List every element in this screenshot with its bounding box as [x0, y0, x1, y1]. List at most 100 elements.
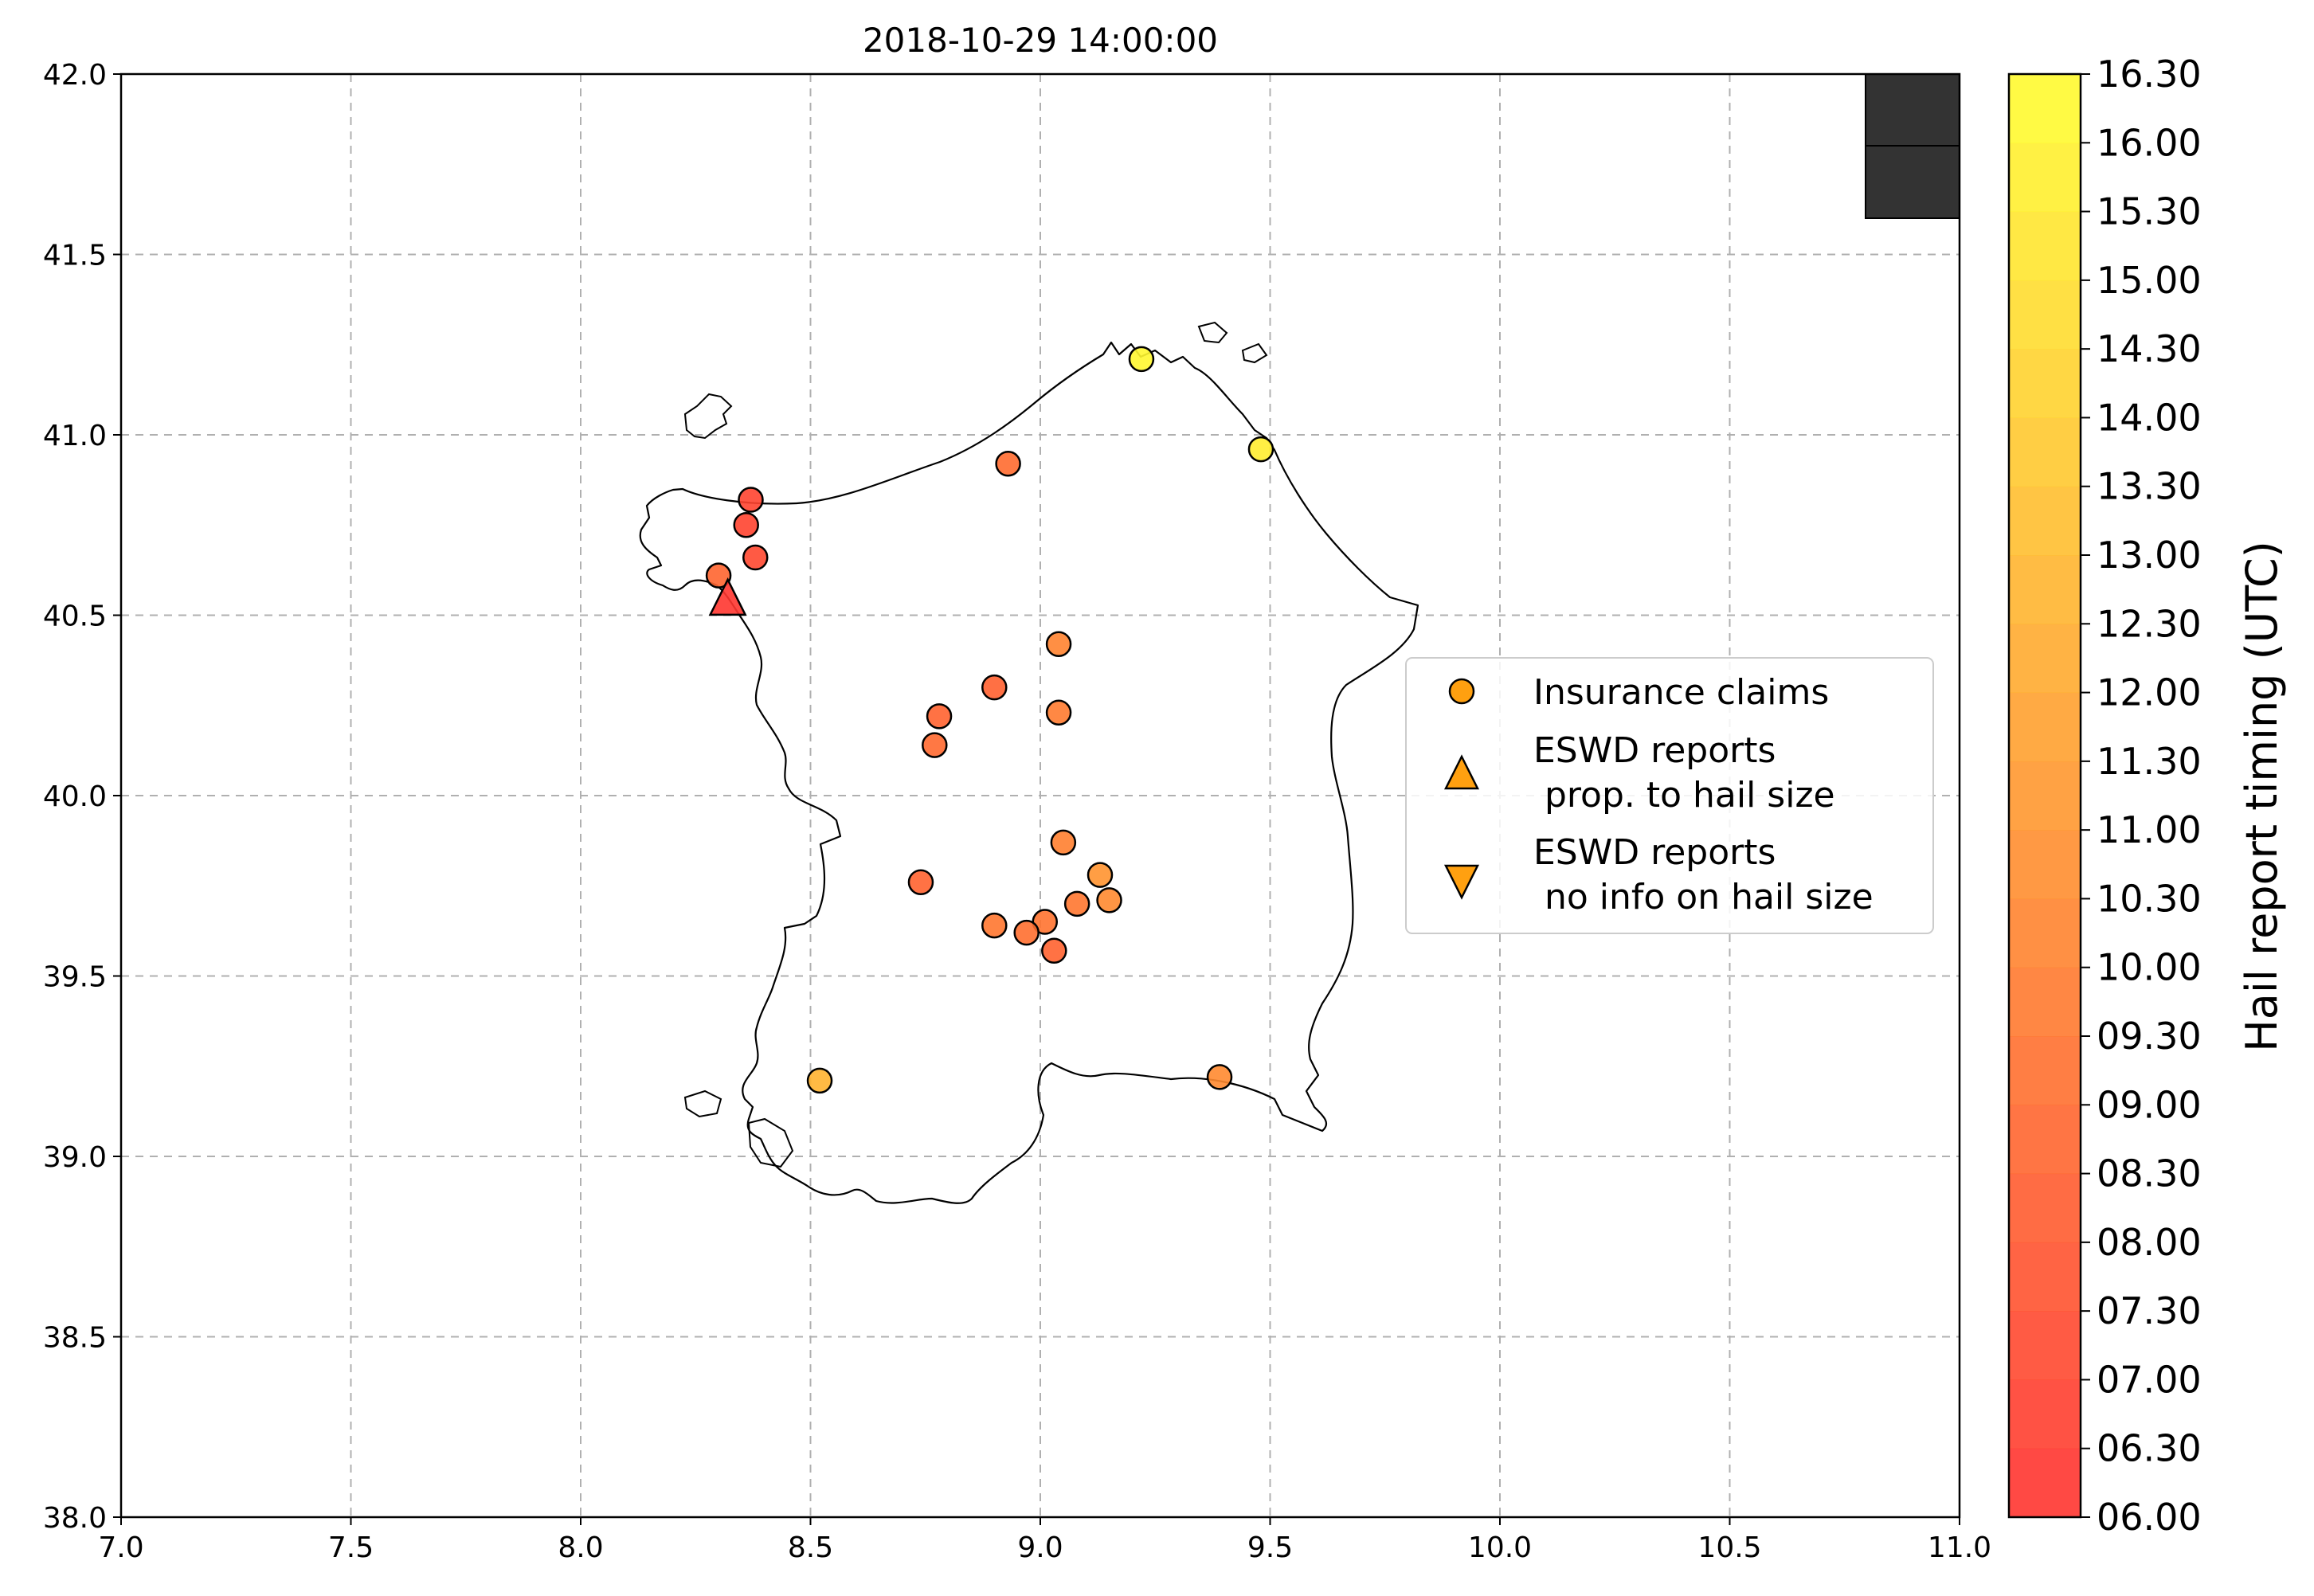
colorbar-segment [2009, 1311, 2081, 1380]
insurance-claim-point[interactable] [738, 487, 764, 513]
colorbar: 06.00 06.30 07.00 07.30 08.00 08.30 09.00 09.30… [2007, 53, 2202, 1539]
colorbar-tick-label: 11.00 [2097, 808, 2202, 851]
colorbar-tick-label: 07.30 [2097, 1289, 2202, 1332]
colorbar-frame [2007, 72, 2082, 1519]
insurance-claim-point[interactable] [1013, 919, 1040, 946]
insurance-claim-point[interactable] [981, 912, 1008, 939]
insurance-claim-point[interactable] [705, 562, 732, 589]
colorbar-tick-label: 11.30 [2097, 740, 2202, 783]
colorbar-segment [2009, 417, 2081, 487]
colorbar-segment [2009, 1036, 2081, 1105]
y-tick-label: 42.0 [43, 59, 107, 92]
colorbar-tick-label: 06.30 [2097, 1427, 2202, 1470]
colorbar-segment [2009, 486, 2081, 556]
chart-title: 2018-10-29 14:00:00 [863, 21, 1218, 60]
san-pietro-island [683, 1089, 722, 1118]
sardinia-coastline [639, 341, 1419, 1204]
insurance-claim-point[interactable] [742, 544, 769, 571]
x-tick-label: 8.5 [788, 1531, 833, 1564]
colorbar-tick-label: 07.00 [2097, 1358, 2202, 1401]
insurance-claim-point[interactable] [922, 732, 948, 758]
x-tick-label: 7.0 [98, 1531, 143, 1564]
insurance-claim-point[interactable] [1045, 631, 1072, 657]
colorbar-segment [2009, 1105, 2081, 1175]
y-tick-label: 40.5 [43, 600, 107, 633]
insurance-claim-point[interactable] [1087, 862, 1114, 888]
colorbar-tick-label: 10.00 [2097, 946, 2202, 989]
colorbar-tick-label: 14.00 [2097, 396, 2202, 439]
colorbar-segment [2009, 555, 2081, 624]
legend-label-eswd-nosize: ESWD reports no info on hail size [1533, 832, 1874, 917]
insurance-claim-point[interactable] [733, 512, 759, 538]
insurance-claim-point[interactable] [981, 674, 1008, 701]
sant-antioco-island [747, 1117, 794, 1168]
colorbar-segment [2009, 349, 2081, 418]
colorbar-tick-label: 14.30 [2097, 327, 2202, 370]
colorbar-title: Hail report timing (UTC) [2237, 541, 2287, 1052]
insurance-claim-point[interactable] [1050, 829, 1077, 856]
colorbar-tick-label: 12.00 [2097, 671, 2202, 714]
insurance-claim-point[interactable] [1128, 346, 1155, 373]
eswd-report-point[interactable] [708, 577, 747, 616]
insurance-claim-point[interactable] [1206, 1064, 1233, 1090]
colorbar-tick-label: 12.30 [2097, 602, 2202, 645]
x-axis: 7.0 7.5 8.0 8.5 9.0 9.5 10.0 10.5 11.0 [98, 1517, 1991, 1564]
insurance-claim-point[interactable] [1247, 436, 1274, 463]
colorbar-segment [2009, 74, 2081, 143]
colorbar-tick-label: 16.30 [2097, 53, 2202, 96]
legend-label-insurance: Insurance claims [1533, 672, 1829, 713]
colorbar-segment [2009, 1448, 2081, 1518]
y-tick-label: 41.5 [43, 240, 107, 272]
colorbar-tick-label: 16.00 [2097, 121, 2202, 164]
inset-box-lower [1865, 145, 1960, 219]
colorbar-segment [2009, 1379, 2081, 1449]
legend: Insurance claims ESWD reports prop. to h… [1405, 657, 1934, 934]
colorbar-tick-label: 06.00 [2097, 1496, 2202, 1539]
y-tick-label: 40.0 [43, 780, 107, 813]
colorbar-tick-label: 13.00 [2097, 534, 2202, 577]
x-tick-label: 11.0 [1928, 1531, 1991, 1564]
colorbar-segment [2009, 761, 2081, 831]
legend-triangle-up-icon [1443, 754, 1480, 790]
insurance-claim-point[interactable] [926, 703, 953, 730]
colorbar-tick-label: 10.30 [2097, 877, 2202, 920]
x-tick-label: 10.5 [1697, 1531, 1761, 1564]
colorbar-tick-label: 08.00 [2097, 1221, 2202, 1264]
y-tick-label: 39.5 [43, 961, 107, 994]
colorbar-segment [2009, 967, 2081, 1037]
x-tick-label: 9.5 [1247, 1531, 1293, 1564]
insurance-claim-point[interactable] [1096, 887, 1122, 913]
legend-label-eswd-size: ESWD reports prop. to hail size [1533, 730, 1835, 816]
legend-box [1405, 657, 1934, 934]
y-tick-label: 38.5 [43, 1322, 107, 1355]
insurance-claim-point[interactable] [1063, 890, 1090, 917]
x-tick-label: 8.0 [558, 1531, 603, 1564]
y-axis: 38.0 38.5 39.0 39.5 40.0 40.5 41.0 41.5 42.0 [43, 59, 121, 1535]
legend-triangle-down-icon [1443, 864, 1480, 900]
colorbar-segment [2009, 692, 2081, 762]
colorbar-tick-label: 15.30 [2097, 190, 2202, 233]
y-tick-label: 41.0 [43, 420, 107, 452]
colorbar-tick-label: 09.00 [2097, 1083, 2202, 1126]
insurance-claim-point[interactable] [1045, 699, 1072, 726]
y-tick-label: 39.0 [43, 1141, 107, 1174]
la-maddalena-islands [1197, 321, 1268, 364]
x-tick-label: 9.0 [1017, 1531, 1063, 1564]
inset-box-upper [1865, 73, 1960, 147]
colorbar-segment [2009, 830, 2081, 899]
colorbar-tick-label: 08.30 [2097, 1152, 2202, 1195]
colorbar-segment [2009, 624, 2081, 694]
insurance-claim-point[interactable] [806, 1067, 833, 1094]
y-tick-label: 38.0 [43, 1502, 107, 1535]
asinara-island [683, 393, 733, 440]
colorbar-segment [2009, 898, 2081, 968]
insurance-claim-point[interactable] [995, 450, 1021, 477]
x-tick-label: 7.5 [328, 1531, 374, 1564]
insurance-claim-point[interactable] [1041, 937, 1067, 964]
insurance-claim-point[interactable] [907, 869, 934, 895]
colorbar-tick-label: 15.00 [2097, 259, 2202, 302]
hail-report-markers [705, 346, 1274, 1094]
colorbar-segment [2009, 1173, 2081, 1243]
colorbar-segment [2009, 1242, 2081, 1312]
colorbar-tick-label: 09.30 [2097, 1015, 2202, 1058]
